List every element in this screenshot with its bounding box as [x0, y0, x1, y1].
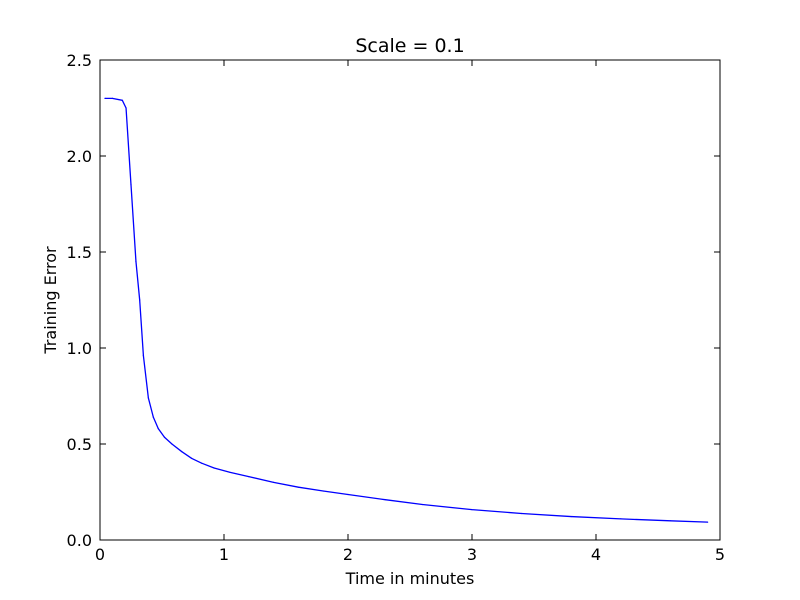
data-point-0-18: [248, 476, 250, 478]
x-tick-label-3: 3: [467, 545, 477, 564]
data-point-0-26: [521, 512, 523, 515]
data-point-0-25: [471, 509, 473, 511]
data-point-0-29: [669, 520, 672, 522]
data-point-0-7: [142, 355, 144, 357]
data-point-0-16: [213, 467, 215, 469]
data-point-0-11: [163, 436, 166, 438]
data-point-0-4: [130, 184, 132, 186]
data-point-0-8: [147, 397, 149, 399]
y-tick-label-2: 1.0: [67, 339, 92, 358]
x-axis-label: Time in minutes: [345, 569, 475, 588]
y-axis-label: Training Error: [41, 246, 60, 355]
data-point-0-13: [181, 451, 183, 453]
data-point-0-2: [121, 99, 123, 101]
data-point-0-30: [707, 521, 709, 523]
data-point-0-5: [135, 261, 137, 263]
data-point-0-22: [347, 493, 349, 496]
y-tick-label-1: 0.5: [67, 435, 92, 454]
data-point-0-20: [297, 486, 299, 488]
data-point-0-3: [125, 107, 127, 109]
data-point-0-21: [322, 490, 324, 492]
y-tick-label-5: 2.5: [67, 51, 92, 70]
series-layer: [104, 97, 709, 523]
plot-area-frame: [99, 59, 721, 541]
data-point-0-0: [104, 97, 106, 99]
data-point-0-28: [620, 518, 622, 520]
data-point-0-10: [157, 428, 159, 430]
y-tick-label-0: 0.0: [67, 531, 92, 550]
data-point-0-27: [570, 515, 572, 518]
ticks-layer: 0 1 2 3 4 5 0.0 0.5 1.0 1.5 2.0 2.5: [67, 51, 726, 564]
data-point-0-17: [229, 471, 231, 474]
x-tick-label-2: 2: [343, 545, 353, 564]
data-point-0-14: [191, 457, 193, 459]
chart-title: Scale = 0.1: [355, 35, 464, 57]
data-point-0-1: [111, 97, 113, 99]
x-tick-label-1: 1: [219, 545, 229, 564]
y-tick-label-3: 1.5: [67, 243, 92, 262]
data-point-0-6: [139, 299, 141, 301]
data-point-0-24: [421, 503, 423, 506]
data-point-0-12: [171, 443, 173, 445]
data-point-0-9: [152, 416, 154, 418]
data-point-0-23: [384, 499, 386, 501]
data-point-0-15: [201, 462, 203, 464]
x-tick-label-4: 4: [591, 545, 601, 564]
x-tick-label-5: 5: [715, 545, 725, 564]
x-tick-label-0: 0: [95, 545, 105, 564]
y-tick-label-4: 2.0: [67, 147, 92, 166]
data-point-0-19: [273, 481, 275, 483]
